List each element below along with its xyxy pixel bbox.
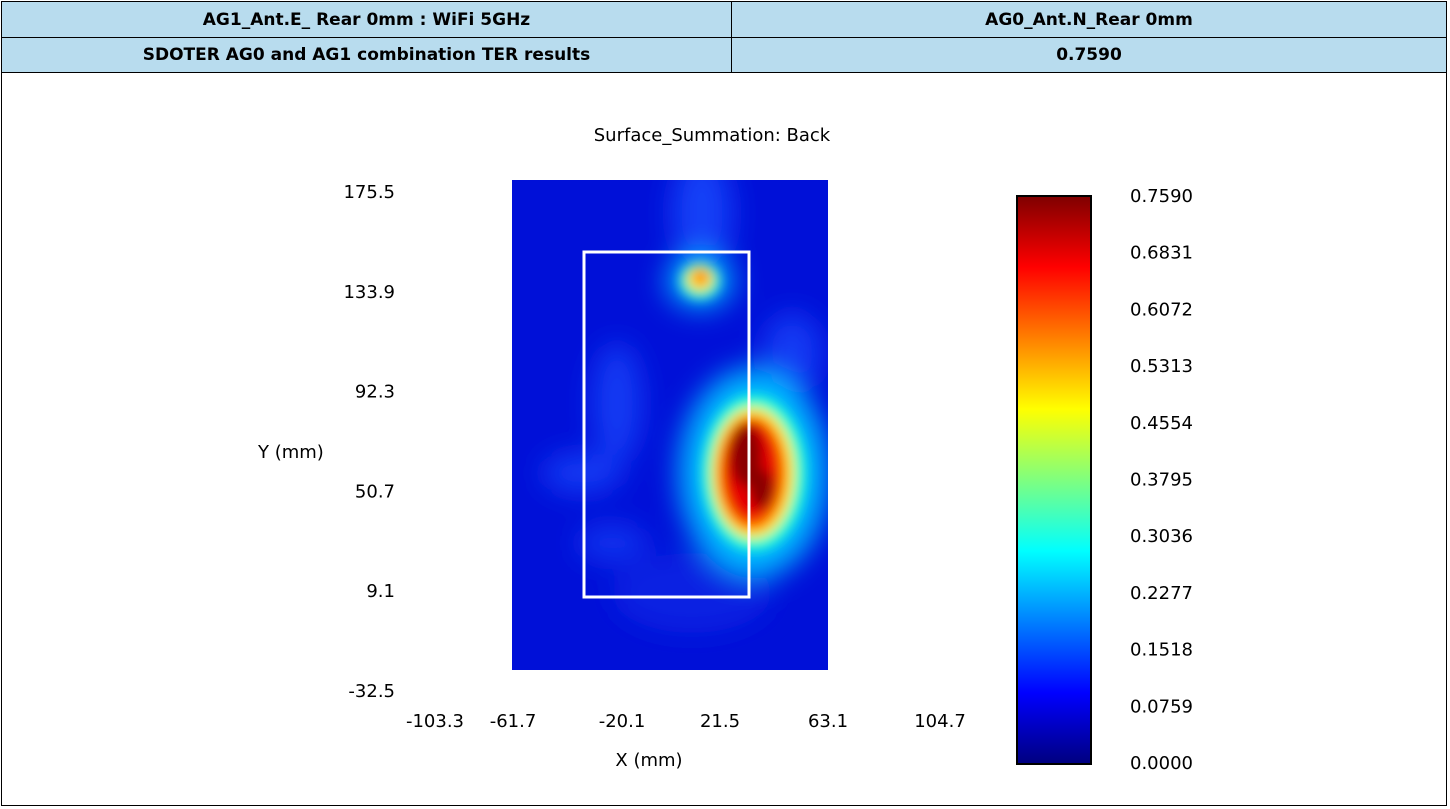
y-tick-label: 133.9 [343,282,395,303]
x-tick-label: 21.5 [700,711,740,732]
ter-value-cell: 0.7590 [732,38,1446,73]
colorbar-tick-label: 0.2277 [1130,583,1193,604]
x-axis-ticks: -103.3 -61.7 -20.1 21.5 63.1 104.7 [406,711,966,732]
device-outline [582,250,751,599]
header-antenna-left: AG1_Ant.E_ Rear 0mm : WiFi 5GHz [2,2,732,38]
y-tick-label: 175.5 [343,182,395,203]
y-axis-ticks: 175.5 133.9 92.3 50.7 9.1 -32.5 [343,182,395,702]
heat-texture-5 [762,313,822,393]
y-tick-label: 9.1 [366,581,395,602]
header-antenna-right: AG0_Ant.N_Rear 0mm [732,2,1446,38]
x-tick-label: 104.7 [914,711,966,732]
colorbar-tick-label: 0.0000 [1130,753,1193,774]
heat-peak-lower [750,469,774,509]
y-axis-label: Y (mm) [257,442,324,463]
ter-label-cell: SDOTER AG0 and AG1 combination TER resul… [2,38,732,73]
colorbar-tick-label: 0.7590 [1130,186,1193,207]
colorbar-tick-label: 0.3036 [1130,526,1193,547]
heat-peak-upper [730,423,762,487]
heat-texture-4 [577,525,647,561]
colorbar-tick-label: 0.0759 [1130,696,1193,717]
colorbar-tick-label: 0.4554 [1130,413,1193,434]
heat-texture-2 [592,343,642,463]
x-tick-label: -103.3 [406,711,464,732]
colorbar-tick-label: 0.1518 [1130,640,1193,661]
colorbar [1016,195,1092,765]
x-tick-label: 63.1 [808,711,848,732]
heatmap-hotspots [680,263,806,551]
x-axis-label: X (mm) [615,750,682,771]
colorbar-tick-label: 0.6072 [1130,299,1193,320]
y-tick-label: -32.5 [348,681,395,702]
heat-spot-secondary-peak [694,270,708,284]
chart-title: Surface_Summation: Back [594,125,831,146]
heat-texture-1 [672,180,732,273]
x-tick-label: -20.1 [599,711,646,732]
x-tick-label: -61.7 [490,711,537,732]
colorbar-tick-label: 0.5313 [1130,356,1193,377]
colorbar-ticks: 0.7590 0.6831 0.6072 0.5313 0.4554 0.3795 0.30… [1130,186,1193,774]
heatmap-chart: Surface_Summation: Back [257,125,1193,774]
heat-texture-3 [542,453,622,493]
y-tick-label: 92.3 [355,382,395,403]
y-tick-label: 50.7 [355,481,395,502]
colorbar-tick-label: 0.3795 [1130,470,1193,491]
heatmap-surface [512,180,828,670]
colorbar-tick-label: 0.6831 [1130,243,1193,264]
